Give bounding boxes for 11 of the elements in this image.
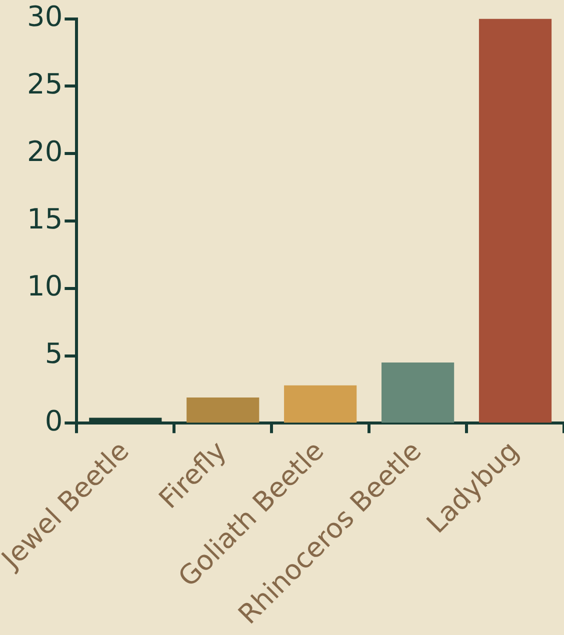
y-tick-label: 10	[27, 270, 63, 303]
y-tick-label: 20	[27, 134, 63, 168]
bar	[186, 398, 260, 423]
y-tick-label: 25	[27, 67, 63, 100]
y-tick-label: 0	[44, 404, 63, 438]
y-tick-label: 5	[44, 337, 63, 370]
y-tick-label: 15	[27, 202, 63, 236]
bar	[284, 385, 357, 423]
y-tick-label: 30	[27, 0, 63, 34]
bar	[382, 362, 454, 423]
bar	[478, 18, 552, 423]
